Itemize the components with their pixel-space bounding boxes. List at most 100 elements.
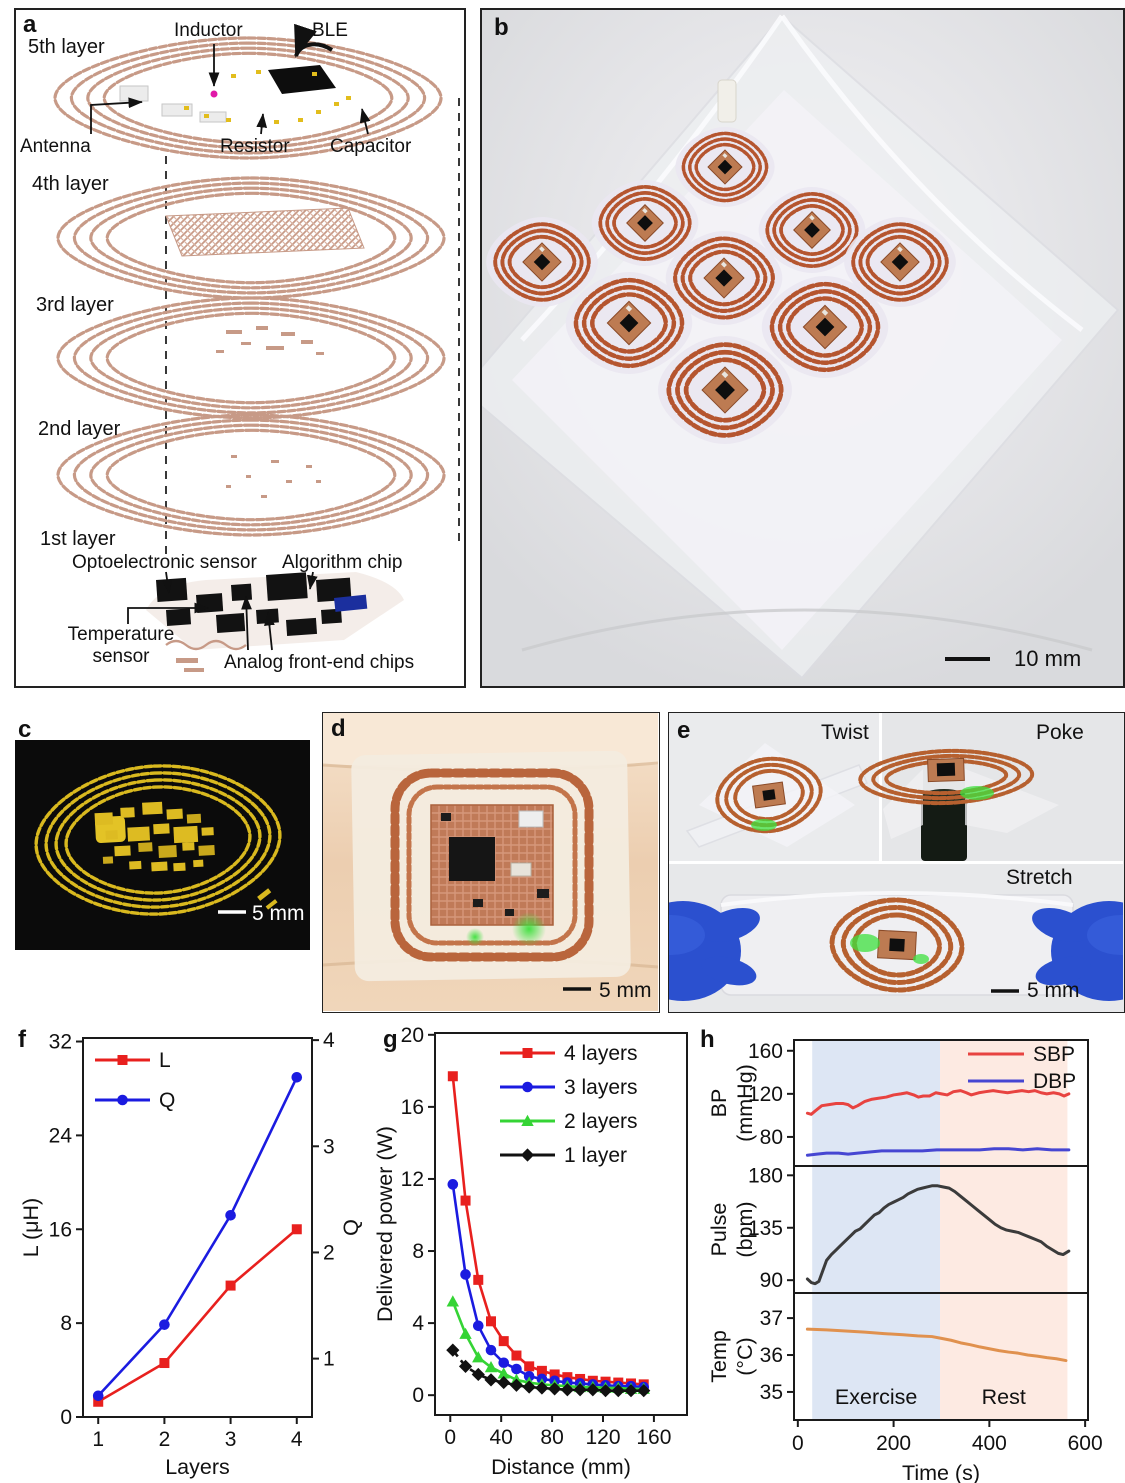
svg-text:120: 120 <box>585 1426 620 1449</box>
layer-5-label: 5th layer <box>28 36 105 58</box>
svg-text:Pulse: Pulse <box>707 1203 731 1257</box>
svg-text:DBP: DBP <box>1033 1070 1076 1093</box>
vitals-time-series-chart: 80 120 160 BP (mmHg) SBP DBP 90 135 180 Pulse (bpm)… <box>707 1039 1103 1483</box>
scale-bar-label: 5 mm <box>252 902 305 925</box>
exploded-layers-illustration <box>53 23 460 672</box>
panel-d: d 5 mm <box>322 712 660 1013</box>
ble-label: BLE <box>312 20 348 41</box>
svg-text:SBP: SBP <box>1033 1043 1075 1066</box>
layer-2-label: 2nd layer <box>38 418 121 440</box>
layer-3-label: 3rd layer <box>36 294 114 316</box>
layer-4-label: 4th layer <box>32 173 109 195</box>
svg-text:12: 12 <box>401 1168 424 1191</box>
svg-text:Rest: Rest <box>982 1385 1026 1409</box>
svg-text:1: 1 <box>323 1348 335 1371</box>
temperature-sensor-label: Temperature sensor <box>67 624 175 667</box>
svg-text:L: L <box>159 1049 171 1072</box>
svg-text:4: 4 <box>323 1029 335 1052</box>
svg-text:0: 0 <box>792 1432 804 1455</box>
svg-text:2: 2 <box>159 1428 171 1451</box>
panel-e: e Twist Poke Stretch 5 mm <box>668 712 1125 1013</box>
capacitor-label: Capacitor <box>330 136 412 157</box>
svg-text:16: 16 <box>49 1218 72 1241</box>
panel-c: c 5 mm <box>0 712 318 1013</box>
panel-b-label: b <box>494 14 509 41</box>
svg-text:4: 4 <box>291 1428 303 1451</box>
svg-text:37: 37 <box>760 1307 783 1330</box>
analog-front-end-chips-label: Analog front-end chips <box>224 652 415 673</box>
layer-1-label: 1st layer <box>40 528 116 550</box>
svg-text:180: 180 <box>748 1164 783 1187</box>
svg-text:3: 3 <box>323 1135 335 1158</box>
gold-device-photo <box>15 740 310 950</box>
inductor-label: Inductor <box>174 20 243 41</box>
panel-c-label: c <box>18 716 32 743</box>
svg-text:20: 20 <box>401 1024 424 1047</box>
svg-text:Q: Q <box>159 1089 175 1112</box>
svg-text:200: 200 <box>876 1432 911 1455</box>
panel-f-label: f <box>18 1026 26 1053</box>
panel-a-label: a <box>23 11 37 38</box>
panel-e-label: e <box>677 717 691 744</box>
panel-h: 80 120 160 BP (mmHg) SBP DBP 90 135 180 Pulse (bpm)… <box>694 1024 1125 1483</box>
panel-b: b 10 mm <box>480 8 1125 688</box>
poke-label: Poke <box>1036 721 1084 744</box>
svg-text:80: 80 <box>760 1126 783 1149</box>
svg-text:(mmHg): (mmHg) <box>733 1064 757 1142</box>
svg-text:90: 90 <box>760 1269 783 1292</box>
svg-text:16: 16 <box>401 1096 424 1119</box>
svg-text:3 layers: 3 layers <box>564 1076 638 1099</box>
svg-text:Time (s): Time (s) <box>902 1461 980 1483</box>
svg-text:8: 8 <box>60 1312 72 1335</box>
panel-f: 0 8 16 24 32 1 2 3 4 1 2 3 4 Layers L (μH) Q L Q f <box>14 1024 374 1483</box>
stretch-label: Stretch <box>1006 866 1073 889</box>
panel-g-label: g <box>383 1026 398 1053</box>
svg-text:35: 35 <box>760 1381 783 1404</box>
mechanical-tests-photos <box>669 713 1123 1011</box>
svg-text:Distance (mm): Distance (mm) <box>491 1455 631 1479</box>
svg-text:135: 135 <box>748 1217 783 1240</box>
svg-text:3: 3 <box>225 1428 237 1451</box>
panel-g: 0 4 8 12 16 20 0 40 80 120 160 Distance (mm) Deliver… <box>374 1024 694 1483</box>
panel-h-label: h <box>700 1026 715 1053</box>
optoelectronic-sensor-label: Optoelectronic sensor <box>72 552 257 573</box>
svg-text:24: 24 <box>49 1124 73 1147</box>
panel-a: a 5th layer Inductor BLE Antenna Resisto… <box>14 8 466 688</box>
svg-text:0: 0 <box>60 1406 72 1429</box>
svg-text:(bpm): (bpm) <box>733 1201 757 1257</box>
scale-bar-label: 10 mm <box>1014 646 1082 671</box>
svg-text:40: 40 <box>490 1426 513 1449</box>
svg-text:32: 32 <box>49 1031 72 1054</box>
svg-text:Exercise: Exercise <box>835 1385 917 1409</box>
svg-text:Delivered power (W): Delivered power (W) <box>374 1126 397 1322</box>
svg-text:120: 120 <box>748 1083 783 1106</box>
svg-text:1: 1 <box>92 1428 104 1451</box>
scale-bar-label: 5 mm <box>1027 979 1080 1002</box>
algorithm-chip-label: Algorithm chip <box>282 552 403 573</box>
svg-text:L (μH): L (μH) <box>19 1198 43 1257</box>
svg-text:80: 80 <box>540 1426 563 1449</box>
svg-text:36: 36 <box>760 1344 783 1367</box>
svg-text:Layers: Layers <box>165 1455 230 1479</box>
svg-text:Temp: Temp <box>707 1330 731 1383</box>
svg-text:8: 8 <box>412 1240 424 1263</box>
svg-text:BP: BP <box>707 1089 731 1118</box>
panel-d-label: d <box>331 715 346 742</box>
svg-text:400: 400 <box>972 1432 1007 1455</box>
svg-text:2 layers: 2 layers <box>564 1110 638 1133</box>
scale-bar-label: 5 mm <box>599 979 652 1002</box>
svg-text:160: 160 <box>636 1426 671 1449</box>
svg-text:4 layers: 4 layers <box>564 1042 638 1065</box>
device-array-photo <box>482 10 1123 686</box>
svg-text:160: 160 <box>748 1040 783 1063</box>
resistor-label: Resistor <box>220 136 290 157</box>
svg-text:0: 0 <box>444 1426 456 1449</box>
twist-label: Twist <box>821 721 869 744</box>
svg-text:0: 0 <box>412 1384 424 1407</box>
antenna-label: Antenna <box>20 136 91 157</box>
svg-text:600: 600 <box>1068 1432 1103 1455</box>
wrist-device-photo <box>323 713 658 1011</box>
